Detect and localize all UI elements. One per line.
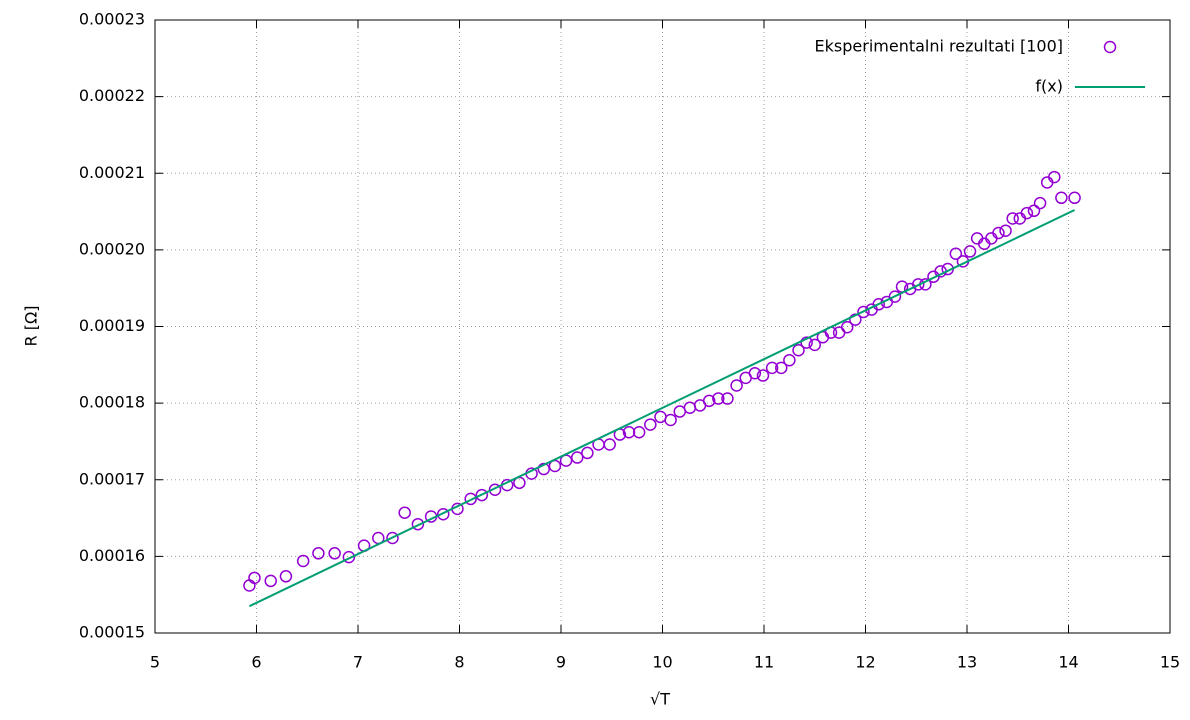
data-point — [581, 446, 594, 460]
data-point — [702, 394, 716, 408]
data-point — [808, 338, 821, 352]
y-tick-label: 0.00020 — [79, 239, 145, 258]
data-point — [730, 379, 743, 392]
data-point — [386, 531, 399, 545]
data-point — [683, 401, 697, 414]
data-point — [888, 290, 902, 303]
data-point — [721, 392, 734, 405]
legend-symbol — [1103, 40, 1117, 54]
data-point — [1048, 170, 1061, 184]
x-tick-label: 13 — [957, 653, 977, 672]
y-tick-label: 0.00016 — [79, 546, 145, 565]
data-point — [279, 570, 293, 583]
data-point — [1040, 176, 1054, 189]
data-point — [832, 326, 846, 339]
legend-label: f(x) — [1035, 77, 1063, 96]
data-point — [792, 344, 805, 357]
x-tick-label: 10 — [652, 653, 672, 672]
data-point — [464, 492, 477, 506]
data-point — [537, 462, 550, 476]
data-point — [712, 392, 725, 405]
data-point — [1006, 212, 1019, 225]
data-point — [1027, 204, 1041, 218]
y-axis-label: R [Ω] — [22, 306, 41, 347]
legend-label: Eksperimentalni rezultati [100] — [815, 37, 1063, 56]
y-tick-label: 0.00018 — [79, 393, 145, 412]
data-point — [437, 507, 450, 521]
x-tick-label: 15 — [1160, 653, 1180, 672]
data-point — [992, 226, 1005, 240]
data-point — [654, 410, 667, 424]
data-point — [999, 224, 1012, 237]
y-tick-label: 0.00019 — [79, 316, 145, 335]
data-point — [840, 321, 854, 334]
data-point — [644, 418, 657, 431]
x-tick-label: 9 — [556, 653, 566, 672]
data-point — [765, 361, 779, 375]
y-tick-label: 0.00021 — [79, 163, 145, 182]
x-tick-label: 12 — [855, 653, 875, 672]
data-point — [978, 237, 991, 250]
data-point — [243, 579, 256, 592]
data-point — [296, 554, 310, 568]
data-point — [748, 366, 762, 380]
data-point — [800, 336, 813, 349]
x-axis-label: √T — [650, 690, 670, 709]
data-point — [664, 413, 677, 427]
data-point — [963, 245, 977, 258]
data-point — [411, 517, 425, 531]
data-point — [872, 298, 885, 311]
data-point — [1068, 191, 1081, 205]
data-point — [673, 405, 687, 418]
data-point — [312, 547, 325, 560]
y-tick-label: 0.00017 — [79, 469, 145, 488]
data-point — [857, 305, 870, 319]
data-point — [632, 425, 646, 439]
data-point — [949, 247, 963, 260]
data-point — [248, 571, 261, 585]
y-tick-label: 0.00015 — [79, 623, 145, 642]
x-tick-label: 7 — [353, 653, 363, 672]
x-tick-label: 6 — [251, 653, 261, 672]
x-tick-label: 5 — [150, 653, 160, 672]
data-point — [328, 547, 341, 560]
data-point — [985, 232, 998, 245]
data-point — [488, 483, 502, 496]
x-tick-label: 11 — [754, 653, 774, 672]
data-point — [756, 369, 770, 382]
data-point — [475, 488, 489, 502]
data-point — [342, 550, 356, 564]
fit-line — [248, 209, 1076, 608]
data-point — [775, 361, 788, 375]
data-point — [1055, 191, 1068, 205]
data-point — [849, 313, 862, 326]
y-tick-label: 0.00022 — [79, 86, 145, 105]
data-point — [1013, 212, 1027, 225]
y-tick-label: 0.00023 — [79, 10, 145, 29]
data-point — [1020, 206, 1034, 220]
data-point — [570, 451, 584, 464]
data-point — [1033, 196, 1047, 210]
data-point — [783, 353, 796, 367]
data-point — [603, 438, 616, 451]
data-point — [264, 574, 277, 588]
x-tick-label: 14 — [1058, 653, 1078, 672]
data-point — [398, 506, 411, 519]
x-tick-label: 8 — [454, 653, 464, 672]
data-point — [912, 278, 925, 291]
data-point — [622, 425, 636, 439]
data-point — [970, 232, 984, 245]
